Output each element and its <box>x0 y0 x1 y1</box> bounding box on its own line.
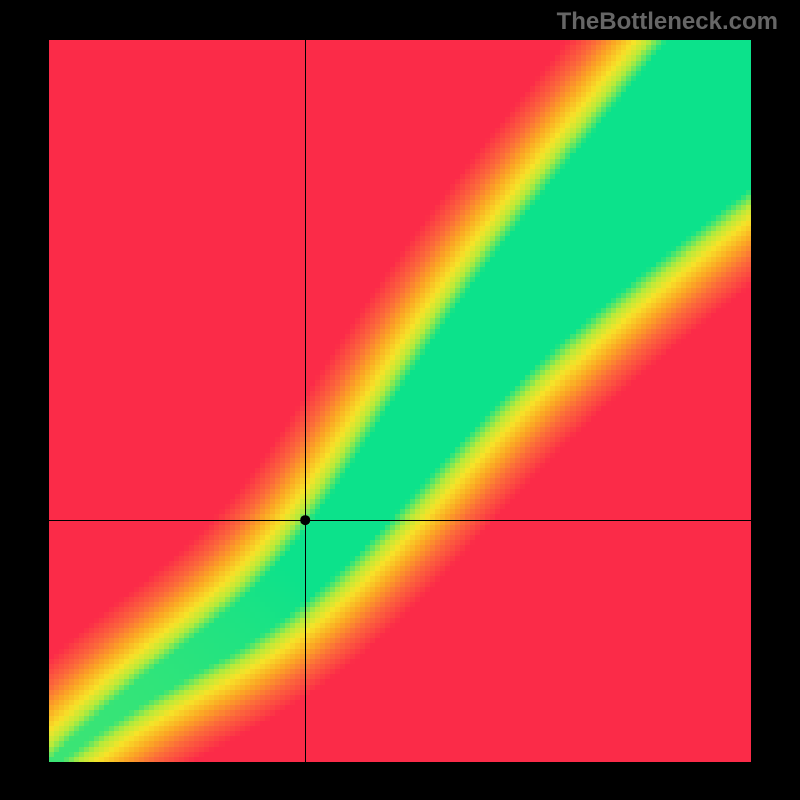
figure-container: TheBottleneck.com <box>0 0 800 800</box>
watermark-text: TheBottleneck.com <box>557 8 778 36</box>
heatmap-canvas <box>49 40 751 762</box>
heatmap-plot <box>49 40 751 762</box>
